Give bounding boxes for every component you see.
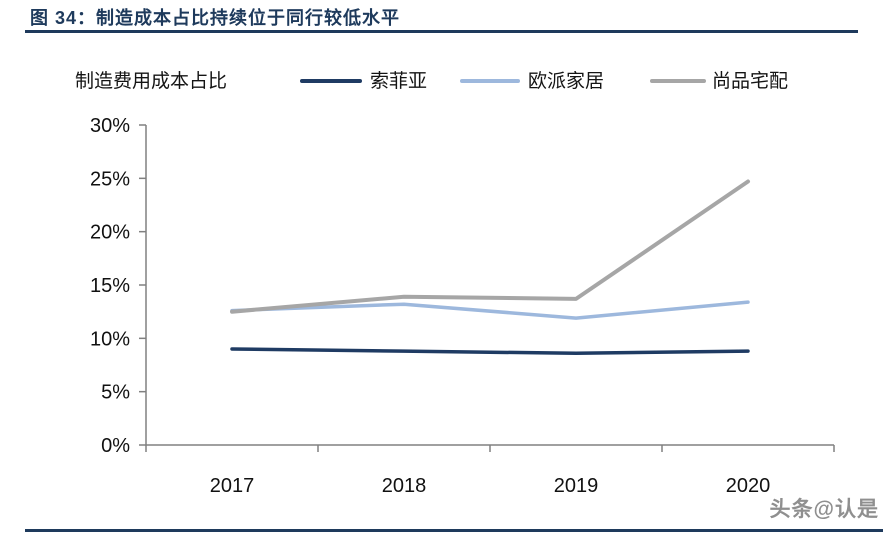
chart-axis-title: 制造费用成本占比 (75, 71, 228, 92)
x-tick-label: 2019 (554, 475, 599, 497)
series-line-1 (230, 300, 750, 320)
y-tick-label: 0% (101, 435, 130, 457)
series-line-2 (230, 179, 750, 314)
title-rule (25, 30, 858, 33)
y-tick-label: 30% (90, 115, 130, 137)
y-tick-label: 10% (90, 328, 130, 350)
x-tick-label: 2020 (726, 475, 771, 497)
y-tick-label: 20% (90, 222, 130, 244)
legend-label-shangpin: 尚品宅配 (712, 71, 789, 92)
watermark: 头条@认是 (769, 498, 879, 521)
y-tick-label: 25% (90, 168, 130, 190)
legend-line-sofia-icon (300, 79, 362, 83)
axes (145, 125, 834, 446)
bottom-rule (25, 529, 883, 532)
legend-line-oppein-icon (460, 79, 520, 83)
x-tick-label: 2017 (210, 475, 255, 497)
legend-label-oppein: 欧派家居 (528, 71, 605, 92)
figure-title: 图 34：制造成本占比持续位于同行较低水平 (30, 8, 401, 28)
legend-line-shangpin-icon (650, 79, 706, 83)
x-tick-label: 2018 (382, 475, 427, 497)
y-tick-label: 15% (90, 275, 130, 297)
y-tick-label: 5% (101, 382, 130, 404)
series-line-0 (230, 347, 750, 356)
legend-label-sofia: 索菲亚 (370, 71, 428, 92)
